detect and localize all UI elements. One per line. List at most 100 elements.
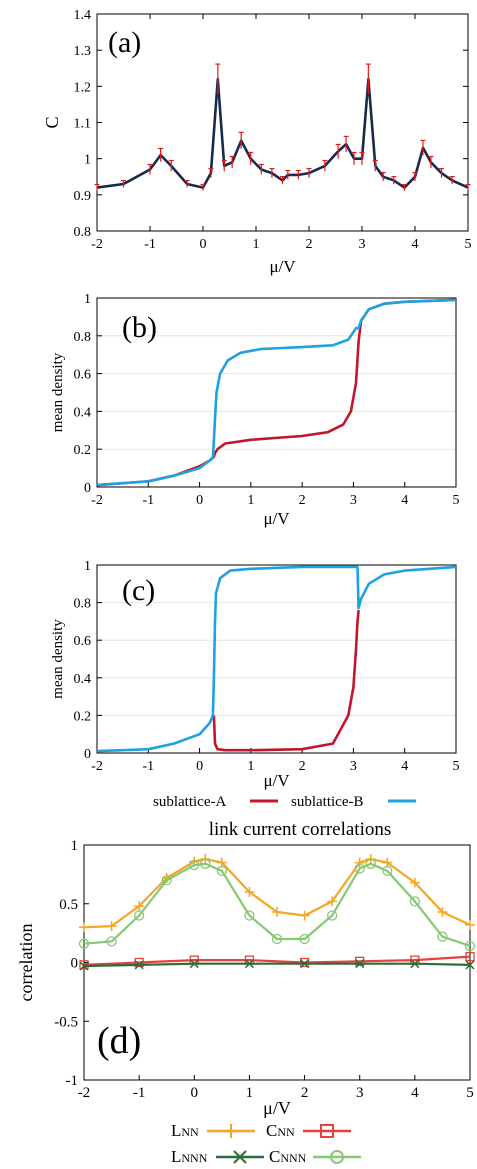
marker-circle	[244, 910, 255, 921]
marker-circle	[354, 863, 365, 874]
chart-title: link current correlations	[209, 819, 392, 840]
plot-frame	[96, 13, 469, 232]
y-tick-label: 0.4	[74, 405, 92, 420]
y-tick-label: -0.5	[54, 1014, 78, 1030]
x-tick-label: -1	[133, 1085, 146, 1101]
plot-frame	[96, 297, 457, 488]
y-tick-label: 0.9	[74, 189, 92, 204]
marker-cross	[189, 959, 199, 969]
y-tick-label: -1	[66, 1073, 79, 1089]
marker-cross	[79, 961, 89, 971]
x-tick-label: 1	[247, 493, 254, 508]
series-line	[212, 609, 360, 752]
y-tick-label: 0.8	[74, 330, 92, 345]
series-cnn	[79, 951, 475, 970]
y-axis-label: C	[42, 116, 62, 128]
y-tick-label: 0.6	[74, 634, 92, 649]
panel-label: (c)	[122, 574, 155, 607]
x-tick-label: 0	[191, 1085, 199, 1101]
legend-sublattice: sublattice-A sublattice-B	[153, 794, 416, 810]
y-tick-label: 0	[71, 956, 79, 972]
y-tick-label: 0	[84, 747, 91, 762]
marker-circle	[299, 933, 310, 945]
marker-circle	[409, 896, 421, 907]
panel-b: -2 -1 0 1 2 3 4 5 0 0.2 0.4 0.6 0.8 1 μ/V mean density (…	[50, 292, 460, 528]
marker-circle	[106, 936, 117, 947]
x-axis-label: μ/V	[269, 257, 296, 276]
x-tick-label: 2	[306, 237, 313, 252]
marker-circle	[382, 865, 393, 876]
marker-cross	[134, 960, 144, 970]
x-tick-label: 4	[401, 759, 408, 774]
chart-panels: -2 -1 0 1 2 3 4 50.80.911.11.21.31.4μ/VC(a)-2 -1…	[16, 8, 476, 1118]
y-tick-label: 1.2	[74, 80, 92, 95]
x-tick-label: -1	[144, 237, 156, 252]
marker-plus	[465, 919, 475, 930]
x-tick-label: -2	[78, 1085, 91, 1101]
marker-circle	[189, 859, 200, 871]
marker-circle	[437, 931, 448, 942]
legend-label-sublattice-b: sublattice-B	[291, 794, 363, 810]
marker-cross	[465, 960, 475, 970]
x-tick-label: -1	[142, 493, 154, 508]
marker-square	[134, 957, 144, 968]
legend-label-cnnn: CNNN	[269, 1147, 307, 1166]
series-line	[96, 298, 457, 487]
legend-marker-lnn	[224, 1124, 238, 1138]
x-tick-label: 0	[200, 237, 207, 252]
marker-cross	[355, 959, 365, 969]
marker-circle	[161, 875, 172, 886]
x-tick-label: 2	[301, 1085, 309, 1101]
y-tick-label: 1	[71, 838, 79, 854]
panel-d: -2 -1 0 1 2 3 4 5-1-0.500.51μ/Vcorrelation(d)li…	[16, 819, 476, 1118]
legend-correlations: LNN CNN LNNN CNNN	[171, 1121, 361, 1166]
x-tick-label: 2	[299, 493, 306, 508]
marker-plus	[272, 906, 282, 917]
series-sublattice-b	[96, 298, 457, 487]
panel-label: (b)	[122, 311, 157, 344]
x-tick-label: -2	[91, 237, 103, 252]
series-line	[83, 962, 471, 968]
x-tick-label: 3	[359, 237, 366, 252]
series-sublattice-a	[212, 609, 360, 752]
marker-circle	[200, 858, 211, 869]
y-tick-label: 0.2	[74, 443, 92, 458]
panel-label: (a)	[108, 26, 141, 59]
marker-plus	[134, 901, 145, 912]
legend-label-cnn: CNN	[266, 1121, 295, 1140]
marker-circle	[326, 910, 338, 921]
x-tick-label: 0	[196, 759, 203, 774]
marker-circle	[216, 865, 228, 876]
x-tick-label: 5	[453, 493, 460, 508]
series-line	[83, 857, 471, 929]
y-tick-label: 0.4	[74, 672, 92, 687]
marker-plus	[327, 896, 338, 907]
legend-label-sublattice-a: sublattice-A	[153, 794, 226, 810]
marker-plus	[437, 906, 448, 917]
marker-circle	[464, 940, 476, 952]
marker-plus	[354, 857, 365, 868]
y-tick-label: 0.2	[74, 709, 92, 724]
y-tick-label: 1	[84, 559, 91, 574]
y-axis-label: correlation	[16, 924, 36, 1002]
y-tick-label: 0	[84, 481, 91, 496]
y-axis-label: mean density	[50, 352, 66, 432]
y-tick-label: 0.5	[59, 897, 78, 913]
series-cnnn	[78, 858, 476, 952]
marker-plus	[79, 922, 89, 933]
y-tick-label: 0.8	[74, 597, 92, 612]
x-tick-label: 5	[465, 237, 472, 252]
y-tick-label: 1.1	[74, 117, 92, 132]
marker-square	[465, 951, 475, 962]
series-sublattice-b	[96, 565, 457, 753]
legend-marker-cnnn	[330, 1150, 344, 1164]
series-lnnn	[79, 959, 475, 971]
legend-marker-lnnn	[233, 1150, 247, 1164]
x-tick-label: 4	[412, 237, 419, 252]
panel-c: -2 -1 0 1 2 3 4 5 0 0.2 0.4 0.6 0.8 1 μ/V mean density (…	[50, 559, 460, 790]
x-tick-label: 1	[246, 1085, 254, 1101]
x-tick-label: 1	[247, 759, 254, 774]
x-axis-label: μ/V	[263, 1098, 291, 1118]
panel-label: (d)	[97, 1020, 141, 1062]
